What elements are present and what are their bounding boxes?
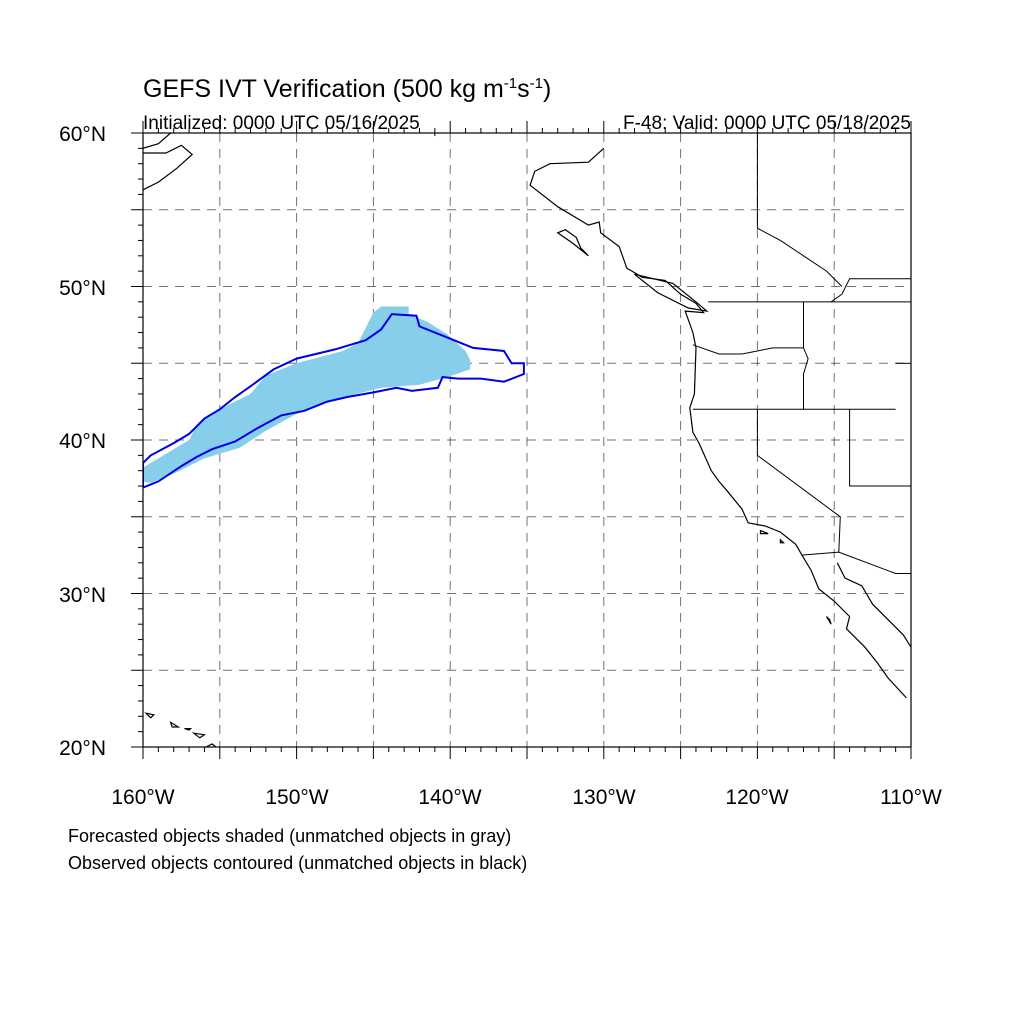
observed-ivt-contour — [143, 313, 525, 489]
valid-time: F-48: Valid: 0000 UTC 05/18/2025 — [623, 113, 911, 134]
note-observed: Observed objects contoured (unmatched ob… — [68, 853, 527, 873]
lon-label-160w: 160°W — [111, 786, 174, 809]
island-outline — [759, 529, 769, 535]
west-coast-line — [529, 147, 907, 699]
lat-label-20n: 20°N — [59, 737, 106, 760]
coastlines — [143, 133, 911, 747]
axis-ticks — [131, 121, 912, 759]
lat-label-30n: 30°N — [59, 584, 106, 607]
island-outline — [825, 616, 832, 625]
border-line — [801, 551, 911, 574]
forecast-ivt-object — [143, 306, 471, 483]
lat-label-50n: 50°N — [59, 277, 106, 300]
border-line — [830, 278, 911, 303]
gulf-california-coast — [836, 562, 911, 648]
lon-label-150w: 150°W — [265, 786, 328, 809]
lon-label-130w: 130°W — [572, 786, 635, 809]
border-line — [692, 344, 804, 355]
lon-label-120w: 120°W — [725, 786, 788, 809]
note-forecast: Forecasted objects shaded (unmatched obj… — [68, 826, 511, 846]
graticule — [143, 133, 911, 747]
latitude-labels: 20°N 30°N 40°N 50°N 60°N — [59, 123, 106, 760]
border-line — [803, 301, 809, 410]
border-line — [756, 409, 841, 553]
island-outline — [779, 538, 785, 544]
title: GEFS IVT Verification (500 kg m-1s-1) — [143, 75, 551, 103]
political-borders — [434, 133, 911, 574]
plot-area — [143, 133, 911, 747]
init-time: Initialized: 0000 UTC 05/16/2025 — [143, 113, 420, 134]
border-line — [756, 133, 843, 287]
island-outline — [634, 273, 709, 313]
island-outline — [144, 712, 156, 719]
lat-label-60n: 60°N — [59, 123, 106, 146]
island-outline — [556, 229, 589, 257]
border-line — [849, 409, 911, 487]
lon-label-140w: 140°W — [418, 786, 481, 809]
alaska-coast — [143, 144, 194, 191]
longitude-labels: 160°W 150°W 140°W 130°W 120°W 110°W — [111, 786, 942, 809]
island-outline — [191, 732, 207, 739]
lat-label-40n: 40°N — [59, 430, 106, 453]
lon-label-110w: 110°W — [880, 786, 942, 809]
island-outline — [169, 721, 181, 728]
alaska-coast-north — [143, 133, 171, 149]
island-outline — [184, 728, 193, 731]
